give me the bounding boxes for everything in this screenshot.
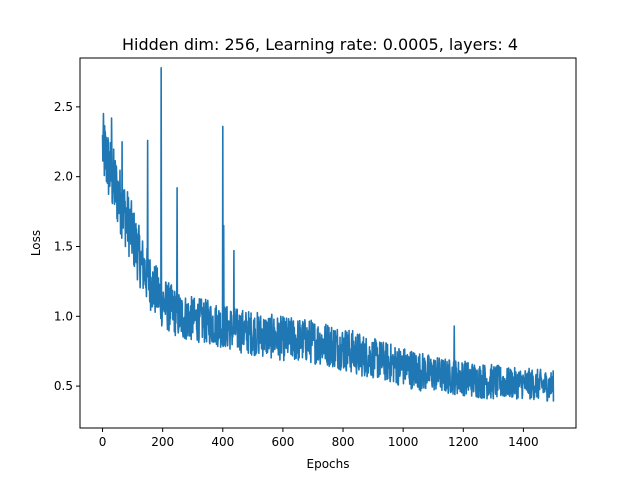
x-axis: 0 200 400 600 800 1000 1200 1400	[99, 428, 539, 449]
y-tick-label: 2.0	[54, 170, 73, 184]
plot-area	[79, 57, 577, 429]
y-tick-label: 0.5	[54, 379, 73, 393]
x-tick-label: 1200	[448, 435, 479, 449]
loss-line	[101, 66, 555, 402]
x-tick-label: 800	[332, 435, 355, 449]
y-axis-label: Loss	[29, 230, 43, 256]
x-axis-label: Epochs	[307, 457, 350, 471]
y-tick-label: 1.0	[54, 309, 73, 323]
x-tick-label: 1000	[388, 435, 419, 449]
chart-title: Hidden dim: 256, Learning rate: 0.0005, …	[122, 35, 518, 54]
y-axis: 0.5 1.0 1.5 2.0 2.5	[54, 100, 80, 393]
y-tick-label: 2.5	[54, 100, 73, 114]
y-tick-label: 1.5	[54, 239, 73, 253]
x-tick-label: 600	[271, 435, 294, 449]
x-tick-label: 0	[99, 435, 107, 449]
x-tick-label: 200	[151, 435, 174, 449]
plot-frame	[79, 57, 577, 429]
x-tick-label: 400	[211, 435, 234, 449]
series-layer	[101, 66, 555, 402]
x-tick-label: 1400	[508, 435, 539, 449]
